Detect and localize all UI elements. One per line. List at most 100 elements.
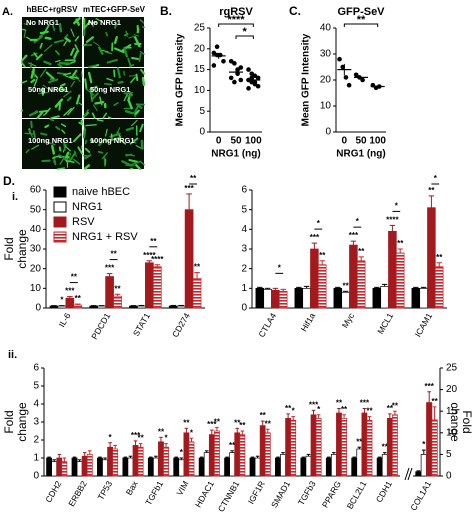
y-axis-label: Fold (2, 237, 16, 260)
significance-label: * (278, 263, 282, 272)
bar (326, 458, 331, 476)
bar (72, 458, 77, 476)
legend-swatch (54, 187, 66, 197)
data-point (215, 44, 220, 49)
significance-label: *** (105, 264, 115, 273)
data-point (344, 75, 349, 80)
x-tick-label: VIM (174, 479, 190, 497)
y-tick-label: 5 (446, 449, 452, 460)
cell-texture (60, 147, 61, 150)
x-tick-label: 0 (342, 136, 348, 147)
bar (352, 458, 357, 476)
y-tick-label: 6 (33, 363, 39, 374)
y-tick-label: 2 (241, 263, 247, 274)
cell-texture (46, 38, 51, 39)
panel-label: D. (3, 174, 15, 188)
significance-label: ** (183, 418, 190, 427)
y-tick-label: 5 (33, 381, 39, 392)
significance-label: ** (357, 14, 366, 26)
cell-texture (130, 168, 132, 169)
bar (47, 458, 52, 476)
bar (164, 447, 169, 476)
cell-texture (67, 153, 69, 157)
bar (381, 286, 389, 308)
bar (153, 267, 161, 308)
bar (336, 413, 341, 476)
cell-texture (99, 152, 103, 153)
data-point (337, 57, 342, 62)
bar (137, 306, 145, 308)
bar (129, 306, 137, 308)
bar (179, 460, 184, 476)
x-tick-label: CD274 (170, 311, 192, 339)
x-tick-label: STAT1 (131, 311, 152, 338)
cell-texture (45, 125, 48, 127)
data-point (221, 59, 226, 64)
y-axis-label: change (15, 402, 29, 442)
cell-texture (86, 125, 96, 126)
cell-texture (127, 128, 133, 130)
cell-texture (109, 117, 111, 118)
significance-label: ** (342, 281, 349, 290)
bar (184, 433, 189, 476)
data-point (239, 78, 244, 83)
cell-texture (59, 104, 60, 110)
bar (102, 460, 107, 476)
x-tick-label: Hif1a (299, 311, 318, 333)
significance-label: ** (366, 407, 373, 416)
legend-swatch (54, 232, 66, 242)
x-tick-label: CDH2 (43, 479, 63, 504)
bar (421, 454, 426, 476)
x-tick-label: SMAD1 (269, 479, 292, 510)
cell-texture (115, 37, 117, 43)
y-tick-label: 30 (320, 49, 332, 60)
bar (82, 456, 87, 476)
bar (199, 458, 204, 476)
data-point (229, 76, 234, 81)
image-row-label: No NRG1 (88, 18, 121, 27)
significance-label: **** (386, 216, 399, 225)
bar (435, 267, 443, 308)
y-tick-label: 40 (320, 23, 332, 34)
bar (301, 458, 306, 476)
bar (350, 245, 358, 308)
bar (133, 445, 138, 476)
y-tick-label: 0 (446, 471, 452, 482)
bar (367, 420, 372, 476)
y-tick-label: 20 (30, 263, 42, 274)
image-row-label: 50ng NRG1 (28, 85, 68, 94)
y-tick-label: 0 (241, 303, 247, 314)
significance-label: ** (436, 253, 443, 262)
significance-label: ** (428, 186, 435, 195)
significance-label: * (422, 440, 426, 449)
y-tick-label: 3 (33, 417, 39, 428)
significance-label: ** (150, 237, 157, 246)
y-tick-label: 0 (33, 471, 39, 482)
legend-label: NRG1 (72, 201, 103, 213)
significance-label: * (164, 434, 168, 443)
x-tick-label: ICAM1 (413, 311, 435, 339)
significance-label: ** (214, 418, 221, 427)
bar (291, 420, 296, 476)
bar (158, 442, 163, 476)
bar (382, 454, 387, 476)
bar (255, 458, 260, 476)
y-tick-label: 25 (194, 23, 206, 34)
y-tick-label: 30 (30, 244, 42, 255)
cell-texture (126, 165, 135, 166)
cell-texture (60, 63, 69, 64)
bar (334, 288, 342, 308)
significance-label: * (395, 202, 399, 211)
bar (185, 210, 193, 308)
subpanel-label: i. (12, 191, 18, 203)
significance-label: * (317, 219, 321, 228)
y-axis-label: Fold (2, 410, 16, 433)
data-point (232, 80, 237, 85)
significance-label: ** (194, 263, 201, 272)
bar (240, 435, 245, 476)
cell-texture (58, 168, 65, 169)
bar (97, 458, 102, 476)
bar (57, 458, 62, 476)
bar (209, 435, 214, 476)
